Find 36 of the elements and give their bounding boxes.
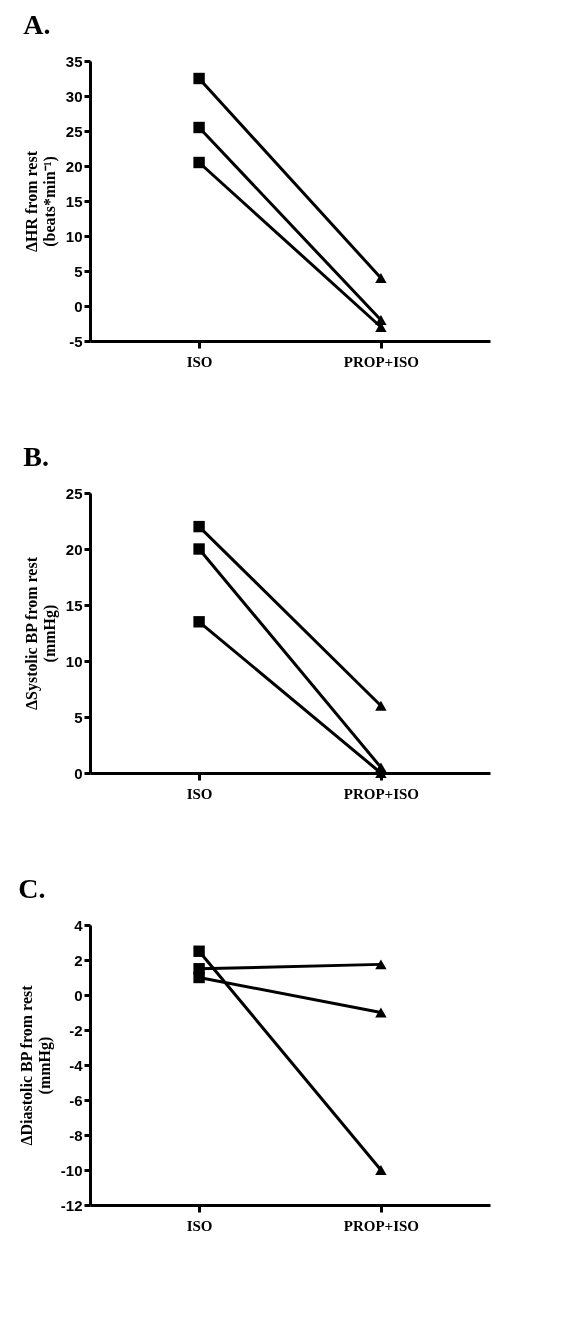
y-tick-label: -4 (69, 1056, 84, 1074)
x-tick-label: PROP+ISO (343, 353, 420, 370)
y-tick-label: -5 (69, 332, 83, 350)
chart-title: A. (23, 9, 51, 40)
y-tick-label: 25 (65, 122, 83, 140)
y-tick-label: 20 (65, 540, 83, 558)
y-tick-label: 20 (65, 157, 83, 175)
y-tick-label: 0 (74, 764, 83, 782)
y-axis-title: ΔDiastolic BP from rest (mmHg) (17, 984, 54, 1146)
y-tick-label: 15 (65, 596, 83, 614)
y-tick-label: -12 (60, 1196, 83, 1214)
y-tick-label: 25 (65, 484, 83, 502)
x-tick-label: ISO (186, 353, 213, 370)
y-axis-title: ΔSystolic BP from rest (mmHg) (22, 556, 59, 710)
y-tick-label: 0 (74, 986, 83, 1004)
y-tick-label: -6 (69, 1091, 83, 1109)
y-tick-label: 15 (65, 192, 83, 210)
y-tick-label: -2 (69, 1021, 83, 1039)
y-tick-label: 0 (74, 297, 83, 315)
x-tick-label: ISO (186, 1217, 213, 1234)
y-tick-label: 10 (65, 652, 83, 670)
y-tick-label: 5 (74, 262, 83, 280)
x-tick-label: PROP+ISO (343, 785, 420, 802)
y-tick-label: -8 (69, 1126, 83, 1144)
y-tick-label: 4 (74, 916, 84, 934)
y-tick-label: 10 (65, 227, 83, 245)
x-tick-label: PROP+ISO (343, 1217, 420, 1234)
y-tick-label: 2 (74, 951, 83, 969)
chart-title: C. (18, 873, 46, 904)
y-tick-label: -10 (60, 1161, 83, 1179)
y-axis-title: ΔHR from rest (beats*min⁻¹) (22, 150, 59, 252)
x-tick-label: ISO (186, 785, 213, 802)
chart-title: B. (23, 441, 49, 472)
y-tick-label: 35 (65, 52, 83, 70)
y-tick-label: 5 (74, 708, 83, 726)
y-tick-label: 30 (65, 87, 83, 105)
